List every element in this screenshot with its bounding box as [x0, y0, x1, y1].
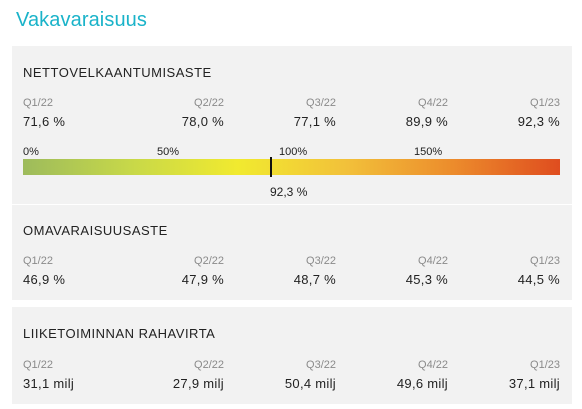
quarter-label: Q4/22	[418, 97, 448, 109]
equity-ratio-card: OMAVARAISUUSASTE Q1/22 46,9 % Q2/22 47,9…	[12, 205, 572, 300]
quarter-label: Q1/23	[530, 255, 560, 267]
quarter-label: Q1/22	[23, 97, 53, 109]
quarter-value: 44,5 %	[517, 272, 560, 287]
quarter-label: Q3/22	[306, 97, 336, 109]
quarter-q1-22: Q1/22 46,9 %	[23, 255, 65, 287]
scale-label-50: 50%	[157, 146, 180, 158]
quarter-label: Q1/23	[530, 359, 560, 371]
quarter-label: Q2/22	[194, 97, 224, 109]
page-title: Vakavaraisuus	[16, 9, 147, 31]
quarter-label: Q2/22	[194, 255, 224, 267]
scale-label-100: 100%	[279, 146, 308, 158]
scale-label-0: 0%	[23, 146, 39, 158]
quarter-q3-22: Q3/22 77,1 %	[294, 97, 336, 129]
quarter-value: 78,0 %	[181, 114, 224, 129]
gauge-marker	[270, 157, 272, 177]
quarter-q1-22: Q1/22 31,1 milj	[23, 359, 74, 391]
quarter-q4-22: Q4/22 49,6 milj	[397, 359, 448, 391]
quarter-value: 71,6 %	[23, 114, 66, 129]
quarter-q3-22: Q3/22 50,4 milj	[285, 359, 336, 391]
quarter-value: 37,1 milj	[508, 376, 560, 391]
quarter-value: 47,9 %	[181, 272, 224, 287]
quarter-label: Q1/22	[23, 359, 53, 371]
quarter-q4-22: Q4/22 45,3 %	[406, 255, 448, 287]
quarter-q2-22: Q2/22 47,9 %	[182, 255, 224, 287]
quarter-q3-22: Q3/22 48,7 %	[294, 255, 336, 287]
quarter-label: Q4/22	[418, 255, 448, 267]
quarter-value: 77,1 %	[293, 114, 336, 129]
quarter-q1-23: Q1/23 37,1 milj	[509, 359, 560, 391]
quarter-value: 45,3 %	[405, 272, 448, 287]
gauge-marker-label: 92,3 %	[270, 185, 308, 199]
quarter-value: 48,7 %	[293, 272, 336, 287]
quarter-q1-23: Q1/23 44,5 %	[518, 255, 560, 287]
quarter-value: 50,4 milj	[284, 376, 336, 391]
scale-labels: 0% 50% 100% 150%	[23, 146, 560, 160]
quarter-label: Q3/22	[306, 255, 336, 267]
quarter-label: Q1/22	[23, 255, 53, 267]
equity-ratio-title: OMAVARAISUUSASTE	[23, 223, 168, 238]
quarter-label: Q3/22	[306, 359, 336, 371]
net-debt-card: NETTOVELKAANTUMISASTE Q1/22 71,6 % Q2/22…	[12, 46, 572, 204]
quarter-value: 49,6 milj	[396, 376, 448, 391]
quarter-value: 31,1 milj	[23, 376, 75, 391]
quarter-label: Q2/22	[194, 359, 224, 371]
quarter-label: Q4/22	[418, 359, 448, 371]
quarter-q4-22: Q4/22 89,9 %	[406, 97, 448, 129]
quarter-value: 89,9 %	[405, 114, 448, 129]
scale-label-150: 150%	[414, 146, 443, 158]
net-debt-title: NETTOVELKAANTUMISASTE	[23, 65, 212, 80]
quarter-q1-22: Q1/22 71,6 %	[23, 97, 65, 129]
quarter-value: 92,3 %	[517, 114, 560, 129]
quarter-q2-22: Q2/22 27,9 milj	[173, 359, 224, 391]
quarter-q1-23: Q1/23 92,3 %	[518, 97, 560, 129]
net-debt-gauge-bar	[23, 157, 560, 177]
quarter-q2-22: Q2/22 78,0 %	[182, 97, 224, 129]
cash-flow-card: LIIKETOIMINNAN RAHAVIRTA Q1/22 31,1 milj…	[12, 307, 572, 404]
quarter-label: Q1/23	[530, 97, 560, 109]
quarter-value: 46,9 %	[23, 272, 66, 287]
cash-flow-title: LIIKETOIMINNAN RAHAVIRTA	[23, 326, 216, 341]
quarter-value: 27,9 milj	[172, 376, 224, 391]
